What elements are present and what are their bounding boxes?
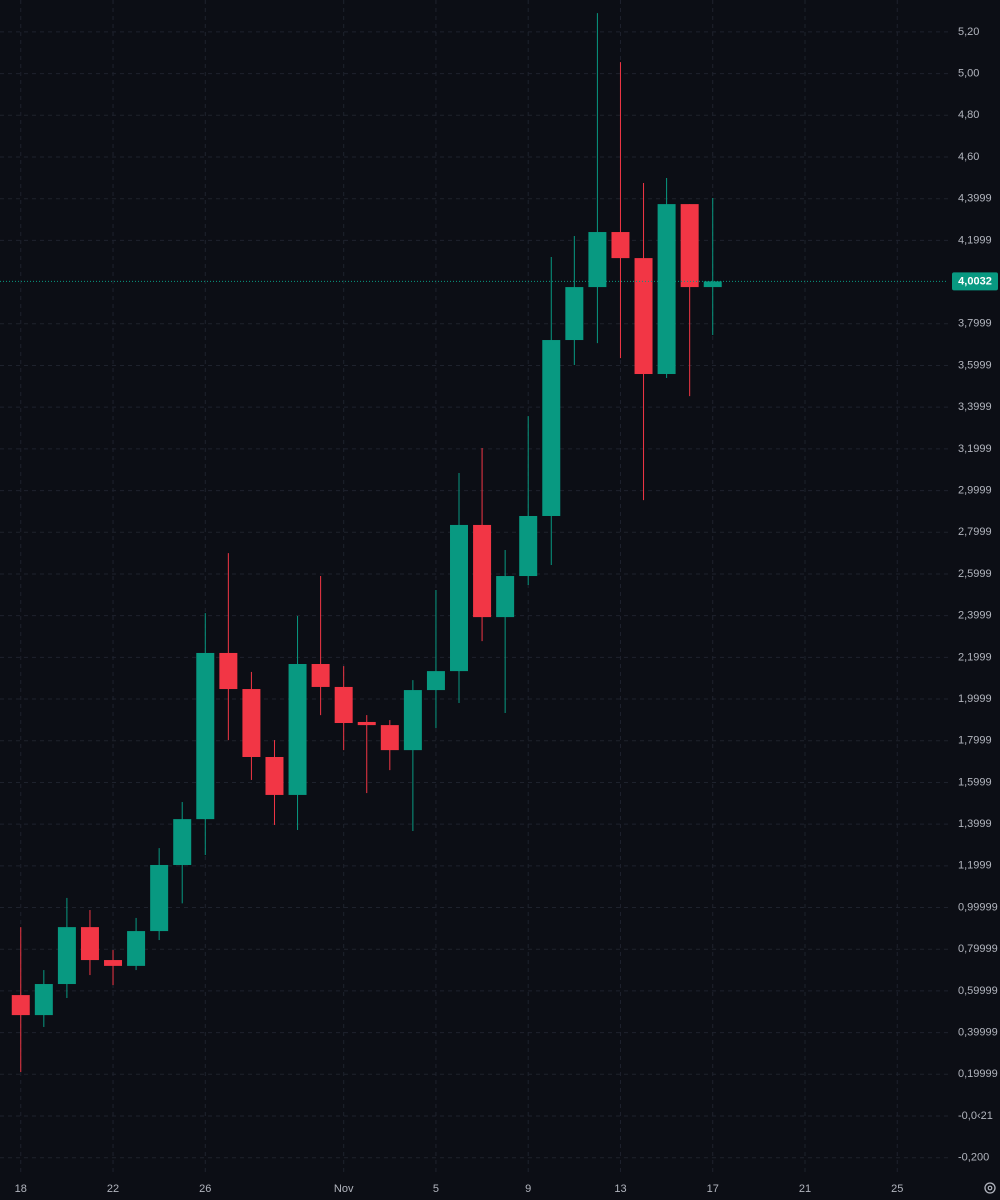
y-tick-label: 3,1999 <box>958 443 992 455</box>
candle-body <box>127 931 146 966</box>
candle-body <box>150 864 169 932</box>
candle-body <box>588 232 607 288</box>
y-tick-label: 2,9999 <box>958 484 992 496</box>
settings-hub <box>987 1185 993 1191</box>
y-tick-label: 3,5999 <box>958 359 992 371</box>
y-tick-label: 1,1999 <box>958 860 992 872</box>
y-tick-label: -0,0‹21 <box>958 1110 993 1122</box>
y-tick-label: 0,39999 <box>958 1027 998 1039</box>
candle-body <box>265 756 284 795</box>
y-tick-label: 4,3999 <box>958 193 992 205</box>
candle-body <box>288 664 307 795</box>
candle-body <box>450 524 469 672</box>
candle-body <box>311 664 330 687</box>
candle-body <box>196 652 215 820</box>
candle-body <box>403 690 422 751</box>
y-tick-label: 0,19999 <box>958 1068 998 1080</box>
y-tick-label: 2,1999 <box>958 651 992 663</box>
y-tick-label: 2,5999 <box>958 568 992 580</box>
candle-body <box>80 927 99 961</box>
x-tick-label: 22 <box>107 1183 119 1195</box>
candle-body <box>680 204 699 288</box>
candle-body <box>334 686 353 724</box>
candle-body <box>34 984 53 1016</box>
candle-body <box>380 725 399 751</box>
y-tick-label: 1,5999 <box>958 776 992 788</box>
y-tick-label: 5,20 <box>958 26 979 38</box>
settings-ring <box>984 1182 996 1194</box>
candle-body <box>426 671 445 691</box>
candle-body <box>611 232 630 259</box>
y-tick-label: 3,7999 <box>958 318 992 330</box>
x-tick-label: 9 <box>525 1183 531 1195</box>
x-tick-label: 5 <box>433 1183 439 1195</box>
candle-body <box>703 281 722 288</box>
candle-body <box>57 927 76 985</box>
y-tick-label: 4,60 <box>958 151 979 163</box>
candle-body <box>104 960 123 966</box>
candle-body <box>657 204 676 375</box>
x-tick-label: 26 <box>199 1183 211 1195</box>
candle-body <box>242 689 261 757</box>
y-tick-label: 3,3999 <box>958 401 992 413</box>
y-tick-label: 1,7999 <box>958 735 992 747</box>
y-tick-label: 5,00 <box>958 68 979 80</box>
candle-body <box>357 721 376 726</box>
y-tick-label: 1,3999 <box>958 818 992 830</box>
x-tick-label: 21 <box>799 1183 811 1195</box>
candle-body <box>634 258 653 375</box>
y-tick-label: -0,200 <box>958 1152 989 1164</box>
y-tick-label: 4,80 <box>958 109 979 121</box>
last-price-label: 4,0032 <box>958 275 992 287</box>
candle-body <box>173 819 192 865</box>
candle-body <box>473 524 492 618</box>
last-price-box <box>952 272 998 291</box>
y-tick-label: 2,3999 <box>958 610 992 622</box>
x-tick-label: 13 <box>614 1183 626 1195</box>
candle-body <box>219 652 238 690</box>
y-tick-label: 0,99999 <box>958 901 998 913</box>
candle-body <box>11 995 30 1016</box>
y-tick-label: 0,59999 <box>958 985 998 997</box>
x-tick-label: 18 <box>15 1183 27 1195</box>
settings-icon[interactable] <box>984 1182 996 1194</box>
candle-body <box>542 340 561 516</box>
candle-body <box>519 515 538 577</box>
x-tick-label: 25 <box>891 1183 903 1195</box>
candle-body <box>565 287 584 341</box>
x-tick-label: 17 <box>707 1183 719 1195</box>
y-tick-label: 2,7999 <box>958 526 992 538</box>
y-tick-label: 0,79999 <box>958 943 998 955</box>
candle-body <box>496 576 515 618</box>
x-tick-label: Nov <box>334 1183 354 1195</box>
y-tick-label: 4,1999 <box>958 234 992 246</box>
y-tick-label: 1,9999 <box>958 693 992 705</box>
